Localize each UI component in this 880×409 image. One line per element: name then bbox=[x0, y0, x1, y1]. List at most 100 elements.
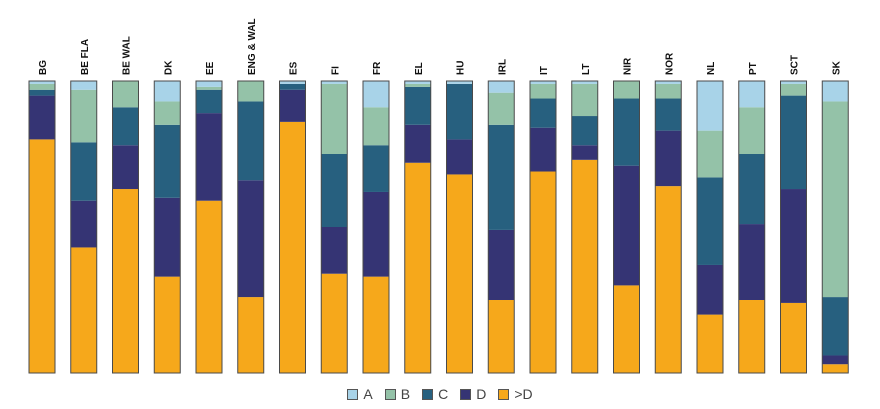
bar-outline-be-fla bbox=[70, 80, 98, 374]
category-label-hu: HU bbox=[456, 61, 467, 75]
legend-item-b: B bbox=[384, 386, 411, 402]
bar-segment-ee-c bbox=[196, 89, 222, 114]
category-label-sct: SCT bbox=[790, 55, 801, 75]
category-label-fr: FR bbox=[372, 61, 383, 75]
bar-segment-el-a bbox=[404, 81, 431, 84]
bar-segment-el-b bbox=[404, 83, 431, 87]
bar-segment-it-gt-d bbox=[530, 171, 556, 373]
bar-segment-fr-a bbox=[363, 81, 389, 108]
bar-segment-fi-a bbox=[321, 81, 348, 84]
bar-outline-be-wal bbox=[112, 80, 139, 374]
legend-item-d: D bbox=[460, 386, 486, 402]
bar-segment-nor-c bbox=[655, 98, 682, 131]
bar-segment-eng-and-wal-b bbox=[237, 81, 264, 102]
bar-segment-bg-a bbox=[29, 81, 55, 84]
bar-segment-nir-c bbox=[613, 98, 640, 166]
category-label-sk: SK bbox=[831, 60, 842, 75]
bar-outline-sk bbox=[821, 80, 849, 374]
bar-segment-hu-a bbox=[446, 81, 473, 84]
category-label-pt: PT bbox=[748, 62, 759, 75]
bar-segment-irl-d bbox=[488, 229, 515, 300]
legend: A B C D >D bbox=[0, 386, 880, 403]
bar-outline-pt bbox=[738, 80, 766, 374]
category-label-be-fla: BE FLA bbox=[80, 39, 91, 75]
bar-outline-eng-and-wal bbox=[237, 80, 265, 374]
bar-segment-it-c bbox=[530, 98, 556, 128]
bar-segment-be-fla-d bbox=[70, 200, 97, 248]
bar-segment-sk-c bbox=[822, 297, 849, 356]
bar-segment-lt-gt-d bbox=[571, 159, 598, 373]
bar-segment-es-c bbox=[279, 83, 306, 90]
bar-outline-sct bbox=[780, 80, 807, 374]
bar-segment-dk-b bbox=[154, 101, 181, 125]
bar-segment-irl-gt-d bbox=[488, 300, 515, 373]
category-label-it: IT bbox=[539, 66, 550, 75]
bar-segment-it-d bbox=[530, 127, 556, 172]
category-label-es: ES bbox=[289, 61, 300, 75]
bar-segment-hu-c bbox=[446, 83, 473, 140]
bar-segment-bg-b bbox=[29, 83, 55, 90]
legend-swatch bbox=[498, 388, 510, 400]
legend-label: >D bbox=[514, 386, 533, 402]
bar-segment-sct-d bbox=[780, 189, 807, 303]
bar-segment-es-d bbox=[279, 89, 306, 122]
bar-segment-sct-b bbox=[780, 83, 807, 96]
bar-segment-fr-gt-d bbox=[363, 276, 389, 373]
category-label-nir: NIR bbox=[623, 57, 634, 75]
bar-segment-be-wal-gt-d bbox=[112, 189, 139, 373]
legend-swatch bbox=[384, 388, 396, 400]
category-label-lt: LT bbox=[581, 64, 592, 75]
bar-segment-be-fla-b bbox=[70, 89, 97, 143]
bar-outline-ee bbox=[195, 80, 223, 374]
bar-outline-nl bbox=[696, 80, 724, 374]
bar-segment-fr-c bbox=[363, 145, 389, 192]
legend-swatch bbox=[347, 388, 359, 400]
bar-outline-lt bbox=[571, 80, 599, 374]
category-label-nor: NOR bbox=[664, 52, 675, 75]
bar-segment-sk-b bbox=[822, 101, 849, 298]
bar-segment-hu-d bbox=[446, 139, 473, 175]
bar-outline-nir bbox=[613, 80, 640, 374]
bar-segment-sct-c bbox=[780, 95, 807, 190]
bar-segment-eng-and-wal-gt-d bbox=[237, 297, 264, 373]
category-label-nl: NL bbox=[706, 62, 717, 75]
bar-segment-be-wal-d bbox=[112, 145, 139, 190]
bar-segment-irl-a bbox=[488, 81, 515, 93]
bar-segment-lt-d bbox=[571, 145, 598, 160]
bar-segment-lt-c bbox=[571, 116, 598, 146]
bar-segment-es-gt-d bbox=[279, 121, 306, 373]
bar-segment-dk-a bbox=[154, 81, 181, 102]
legend-item-gt-d: >D bbox=[498, 386, 533, 402]
bar-segment-bg-c bbox=[29, 89, 55, 96]
bar-segment-ee-b bbox=[196, 86, 222, 90]
bar-segment-nir-d bbox=[613, 165, 640, 286]
legend-swatch bbox=[460, 388, 472, 400]
bar-segment-eng-and-wal-d bbox=[237, 180, 264, 298]
bar-segment-el-d bbox=[404, 124, 431, 163]
bar-segment-be-fla-c bbox=[70, 142, 97, 201]
bar-outline-fi bbox=[320, 80, 348, 374]
bar-segment-be-fla-gt-d bbox=[70, 247, 97, 373]
category-label-irl: IRL bbox=[497, 59, 508, 75]
bar-segment-el-gt-d bbox=[404, 162, 431, 373]
bar-segment-sk-a bbox=[822, 81, 849, 102]
legend-label: A bbox=[363, 386, 373, 402]
bar-outline-irl bbox=[487, 80, 515, 374]
bar-segment-irl-b bbox=[488, 92, 515, 125]
bar-segment-ee-gt-d bbox=[196, 200, 222, 373]
legend-label: B bbox=[400, 386, 411, 402]
bar-segment-nor-d bbox=[655, 130, 682, 187]
bar-segment-nor-gt-d bbox=[655, 186, 682, 373]
bar-outline-hu bbox=[446, 80, 473, 374]
bar-segment-bg-d bbox=[29, 95, 55, 140]
bar-segment-fr-d bbox=[363, 191, 389, 277]
bar-segment-sk-gt-d bbox=[822, 364, 849, 373]
bar-segment-lt-b bbox=[571, 83, 598, 117]
bar-segment-lt-a bbox=[571, 81, 598, 84]
bar-segment-sct-a bbox=[780, 81, 807, 84]
bar-outline-nor bbox=[654, 80, 682, 374]
category-label-ee: EE bbox=[205, 61, 216, 75]
bar-segment-fr-b bbox=[363, 107, 389, 146]
bar-segment-be-wal-c bbox=[112, 107, 139, 146]
bar-segment-it-a bbox=[530, 81, 556, 84]
